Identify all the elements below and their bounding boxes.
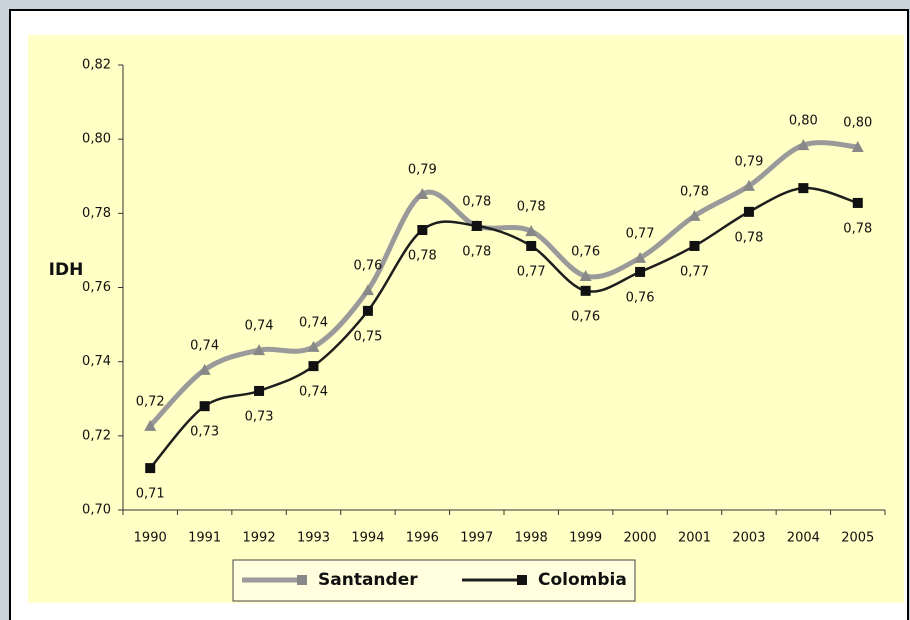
data-label: 0,76 — [353, 259, 382, 274]
data-label: 0,73 — [190, 425, 219, 440]
data-label: 0,76 — [626, 290, 655, 305]
data-label: 0,71 — [136, 487, 165, 502]
legend-marker — [517, 575, 527, 585]
data-label: 0,77 — [626, 226, 655, 241]
data-point — [689, 240, 700, 251]
data-label: 0,78 — [680, 184, 709, 199]
data-label: 0,74 — [299, 385, 328, 400]
data-label: 0,74 — [299, 315, 328, 330]
data-label: 0,78 — [408, 249, 437, 264]
data-label: 0,76 — [571, 245, 600, 260]
data-point — [417, 225, 428, 236]
data-label: 0,80 — [843, 115, 872, 130]
data-label: 0,73 — [245, 409, 274, 424]
data-label: 0,79 — [408, 163, 437, 178]
y-tick-label: 0,78 — [82, 206, 111, 221]
data-point — [797, 139, 810, 151]
x-tick-label: 1990 — [134, 531, 167, 546]
x-tick-label: 1992 — [243, 531, 276, 546]
y-axis-label: IDH — [49, 260, 84, 280]
data-label: 0,79 — [734, 154, 763, 169]
data-point — [525, 225, 538, 237]
data-point — [361, 284, 374, 296]
data-point — [144, 419, 157, 431]
data-label: 0,78 — [843, 221, 872, 236]
x-tick-label: 1998 — [515, 531, 548, 546]
data-label: 0,74 — [245, 319, 274, 334]
data-label: 0,78 — [462, 244, 491, 259]
data-point — [198, 363, 211, 375]
legend-label: Santander — [318, 570, 418, 590]
data-point — [253, 344, 266, 356]
data-point — [362, 305, 373, 316]
data-point — [307, 340, 320, 352]
y-tick-label: 0,70 — [82, 503, 111, 518]
data-point — [688, 209, 701, 221]
data-point — [199, 401, 210, 412]
x-tick-label: 2001 — [678, 531, 711, 546]
data-point — [851, 140, 864, 152]
data-label: 0,76 — [571, 309, 600, 324]
data-point — [743, 206, 754, 217]
data-point — [526, 240, 537, 251]
y-tick-label: 0,72 — [82, 428, 111, 443]
data-point — [580, 285, 591, 296]
data-point — [634, 251, 647, 263]
x-tick-label: 1993 — [297, 531, 330, 546]
data-label: 0,75 — [353, 329, 382, 344]
data-point — [742, 179, 755, 191]
data-label: 0,77 — [680, 264, 709, 279]
data-point — [635, 266, 646, 277]
x-tick-label: 2004 — [787, 531, 820, 546]
data-label: 0,72 — [136, 394, 165, 409]
data-point — [254, 385, 265, 396]
data-point — [416, 188, 429, 200]
x-tick-label: 1997 — [460, 531, 493, 546]
x-tick-label: 1991 — [188, 531, 221, 546]
x-tick-label: 2000 — [624, 531, 657, 546]
legend — [232, 559, 636, 602]
series-line — [148, 140, 859, 428]
legend-marker — [297, 575, 307, 585]
data-label: 0,74 — [190, 338, 219, 353]
x-tick-label: 2005 — [841, 531, 874, 546]
data-point — [852, 197, 863, 208]
x-tick-label: 1996 — [406, 531, 439, 546]
y-tick-label: 0,82 — [82, 58, 111, 73]
legend-label: Colombia — [538, 570, 627, 590]
data-label: 0,78 — [517, 200, 546, 215]
x-tick-label: 1994 — [351, 531, 384, 546]
plot-panel — [28, 35, 904, 603]
data-label: 0,78 — [734, 230, 763, 245]
x-tick-label: 1999 — [569, 531, 602, 546]
data-point — [145, 463, 156, 474]
data-point — [471, 220, 482, 231]
y-tick-label: 0,74 — [82, 354, 111, 369]
data-label: 0,80 — [789, 114, 818, 129]
data-point — [308, 361, 319, 372]
data-point — [579, 270, 592, 282]
y-tick-label: 0,76 — [82, 280, 111, 295]
data-point — [798, 183, 809, 194]
data-label: 0,78 — [462, 194, 491, 209]
data-label: 0,77 — [517, 264, 546, 279]
y-tick-label: 0,80 — [82, 132, 111, 147]
x-tick-label: 2003 — [732, 531, 765, 546]
